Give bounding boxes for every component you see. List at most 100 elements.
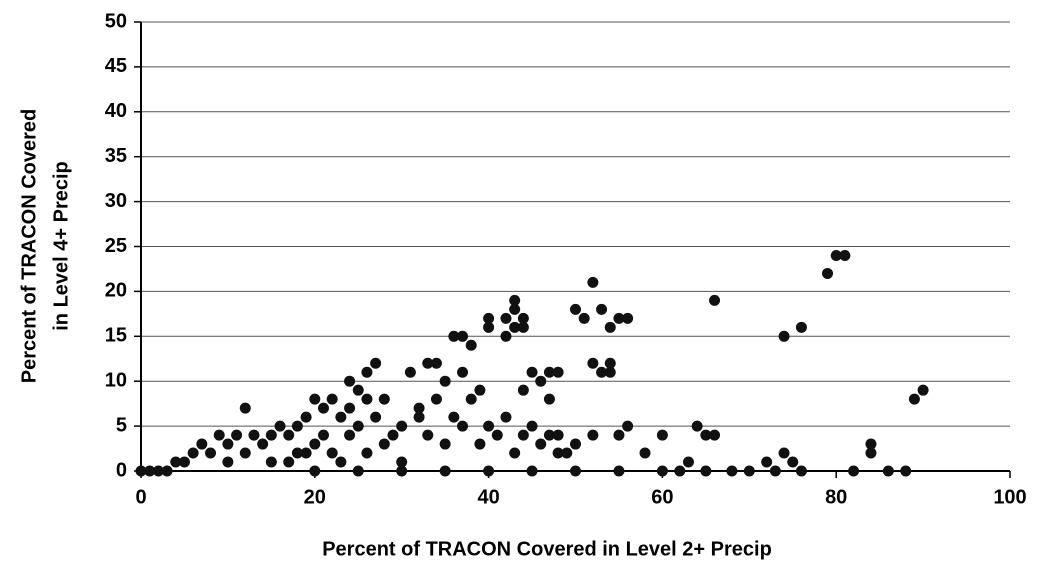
point [517,384,529,396]
point [187,447,199,459]
point [396,420,408,432]
y-tick-label: 40 [105,100,127,122]
point [422,429,434,441]
y-tick-label: 30 [105,190,127,212]
point [674,465,686,477]
point [622,420,634,432]
point [378,393,390,405]
point [656,429,668,441]
point [570,438,581,450]
point [465,393,477,405]
point [517,312,529,324]
point [535,375,547,387]
x-tick-label: 40 [477,486,499,508]
point [795,465,807,477]
point [570,465,581,477]
point [309,465,321,477]
point [344,429,356,441]
point [483,321,495,333]
point [743,465,755,477]
point [500,411,512,423]
point [587,276,599,288]
point [656,465,668,477]
point [239,402,251,414]
point [309,393,321,405]
point [291,447,303,459]
point [213,429,225,441]
point [439,465,451,477]
point [413,402,425,414]
point [543,429,555,441]
y-axis-label-line: Percent of TRACON Covered [18,109,40,384]
point [317,429,329,441]
point [144,465,156,477]
point [604,321,616,333]
point [291,420,303,432]
point [709,294,721,306]
point [404,366,416,378]
point [769,465,781,477]
point [361,447,373,459]
point [483,312,495,324]
point [335,456,347,468]
y-tick-label: 50 [105,10,127,32]
point [604,366,616,378]
x-tick-label: 20 [304,486,326,508]
point [509,294,521,306]
point [378,438,390,450]
point [709,429,721,441]
point [317,402,329,414]
point [265,456,277,468]
point [300,411,312,423]
point [917,384,929,396]
point [526,465,538,477]
point [691,420,703,432]
point [500,330,512,342]
point [596,303,608,315]
point [248,429,260,441]
x-tick-label: 100 [993,486,1026,508]
point [222,456,234,468]
point [761,456,773,468]
point [700,429,712,441]
point [613,429,625,441]
point [778,447,790,459]
point [370,411,382,423]
point [265,429,277,441]
point [352,465,364,477]
point [517,321,529,333]
point [135,465,147,477]
point [439,375,451,387]
point [587,357,599,369]
point [865,438,877,450]
point [787,456,799,468]
point [457,330,469,342]
point [839,249,851,261]
point [543,393,555,405]
point [552,366,564,378]
point [361,366,373,378]
x-tick-label: 0 [135,486,146,508]
point [474,384,486,396]
point [387,429,399,441]
point [344,402,356,414]
point [448,330,460,342]
x-tick-label: 60 [651,486,673,508]
point [309,438,321,450]
point [900,465,912,477]
point [430,393,442,405]
point [326,447,338,459]
point [413,411,425,423]
point [822,267,834,279]
y-tick-label: 15 [105,325,127,347]
point [257,438,269,450]
point [448,411,460,423]
point [457,366,469,378]
point [491,429,503,441]
point [152,465,164,477]
point [682,456,694,468]
point [578,312,590,324]
point [700,465,712,477]
point [726,465,738,477]
